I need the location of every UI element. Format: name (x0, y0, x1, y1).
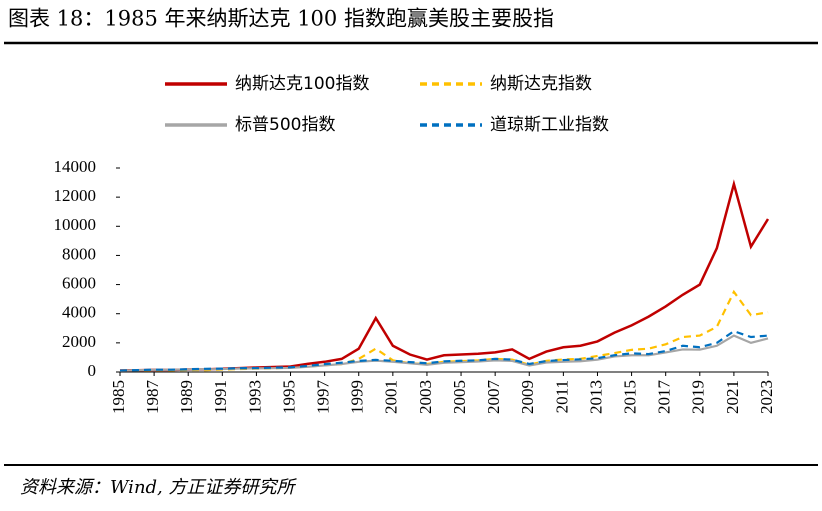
x-tick-label: 1995 (279, 380, 298, 414)
x-tick-label: 1991 (211, 380, 230, 414)
chart-title: 图表 18：1985 年来纳斯达克 100 指数跑赢美股主要股指 (8, 7, 554, 31)
source: 资料来源：Wind, 方正证券研究所 (20, 477, 297, 498)
x-tick-label: 1987 (143, 380, 162, 415)
y-tick-label: 10000 (54, 215, 97, 234)
x-tick-label: 2023 (757, 380, 776, 414)
x-tick-label: 2001 (382, 380, 401, 414)
x-tick-label: 2019 (689, 380, 708, 414)
series-line (119, 179, 770, 372)
y-tick-label: 12000 (54, 186, 97, 205)
x-tick-label: 2009 (518, 380, 537, 414)
x-tick-label: 1989 (177, 380, 196, 414)
x-tick-label: 2021 (723, 380, 742, 414)
series-line (119, 334, 769, 372)
y-tick-label: 8000 (62, 244, 96, 263)
y-tick-label: 4000 (62, 303, 96, 322)
y-tick-label: 6000 (62, 273, 96, 292)
x-tick-label: 2017 (655, 380, 674, 415)
x-tick-label: 1985 (109, 380, 128, 414)
x-tick-label: 1997 (314, 380, 333, 415)
series-line (119, 329, 769, 372)
x-tick-label: 1993 (245, 380, 264, 414)
legend-label: 标普500指数 (235, 115, 335, 135)
x-tick-label: 1999 (348, 380, 367, 414)
x-tick-label: 2011 (552, 380, 571, 413)
x-tick-label: 2015 (620, 380, 639, 414)
legend-label: 道琼斯工业指数 (490, 115, 609, 135)
y-tick-label: 2000 (62, 332, 96, 351)
legend-label: 纳斯达克指数 (490, 74, 592, 94)
x-tick-label: 2013 (586, 380, 605, 414)
legend-label: 纳斯达克100指数 (235, 74, 369, 94)
x-tick-label: 2003 (416, 380, 435, 414)
x-tick-label: 2005 (450, 380, 469, 414)
y-tick-label: 0 (88, 361, 97, 380)
y-tick-label: 14000 (54, 157, 97, 176)
x-tick-label: 2007 (484, 380, 503, 415)
